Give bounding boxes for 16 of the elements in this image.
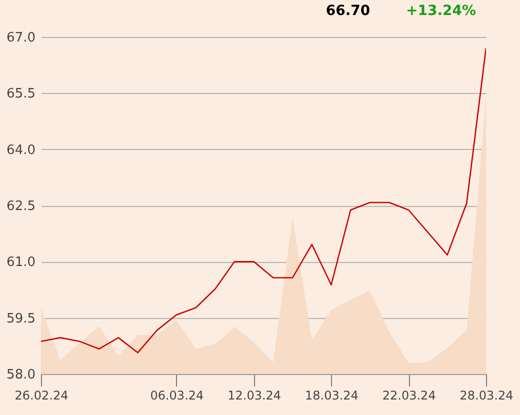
x-tick-label: 06.03.24 [150, 388, 204, 402]
x-tick-label: 18.03.24 [305, 388, 358, 402]
y-tick-label: 62.5 [6, 199, 36, 214]
y-tick-label: 61.0 [6, 255, 36, 270]
y-tick-label: 67.0 [6, 30, 36, 46]
x-tick-label: 26.02.24 [14, 388, 68, 402]
x-tick-label: 22.03.24 [382, 388, 436, 402]
y-tick-label: 58.0 [6, 368, 36, 382]
y-tick-label: 59.5 [6, 311, 36, 326]
text: 66.70 [326, 3, 370, 19]
x-tick-label: 12.03.24 [228, 388, 282, 402]
y-tick-label: 65.5 [6, 86, 36, 102]
x-tick-label: 28.03.24 [460, 388, 514, 402]
y-tick-label: 64.0 [6, 142, 36, 158]
text: +13.24% [406, 3, 476, 19]
line-series [41, 48, 486, 354]
